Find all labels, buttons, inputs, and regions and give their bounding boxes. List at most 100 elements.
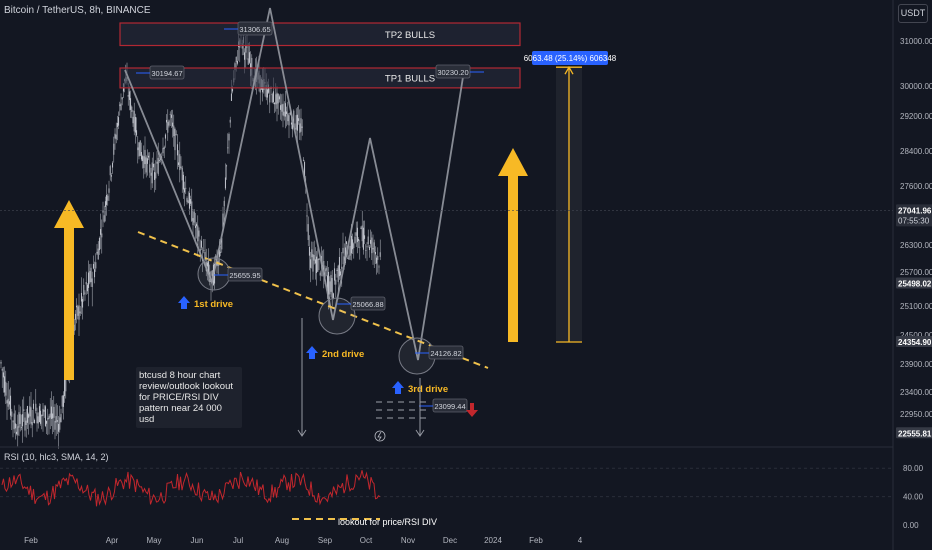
drop-arrowhead-2: [297, 429, 307, 437]
candle-body: [218, 250, 220, 257]
candle-body: [370, 239, 372, 244]
candle-body: [142, 156, 144, 161]
candle-body: [184, 188, 186, 193]
candle-body: [132, 116, 134, 124]
candle-body: [313, 254, 315, 261]
rsi-line: [1, 470, 381, 507]
candle-body: [161, 156, 163, 158]
candle-body: [131, 106, 133, 113]
price-badge: [896, 336, 932, 348]
candle-body: [149, 164, 151, 173]
rsi-indicator-label[interactable]: RSI (10, hlc3, SMA, 14, 2): [4, 452, 109, 462]
candle-body: [95, 262, 97, 269]
time-tick-label: Nov: [401, 536, 415, 545]
price-tick-label: 31000.00: [900, 37, 932, 46]
rsi-tick-label: 40.00: [903, 493, 924, 502]
price-label: 24126.82: [430, 349, 461, 358]
candle-body: [289, 112, 291, 115]
candle-body: [77, 306, 79, 316]
candle-body: [355, 232, 357, 236]
candle-body: [164, 134, 166, 139]
currency-button[interactable]: USDT: [898, 4, 928, 23]
candle-body: [174, 128, 176, 151]
candle-body: [275, 94, 277, 105]
candle-body: [373, 242, 375, 253]
candle-body: [353, 243, 355, 249]
candle-body: [52, 413, 54, 419]
candle-body: [319, 272, 321, 276]
candle-body: [121, 97, 123, 100]
candle-body: [325, 267, 327, 271]
candle-body: [317, 258, 319, 272]
candle-body: [108, 188, 110, 193]
candle-body: [283, 111, 285, 117]
candle-body: [228, 133, 230, 141]
candle-body: [40, 410, 42, 424]
candle-body: [152, 163, 154, 168]
candle-body: [365, 250, 367, 251]
candle-body: [144, 149, 146, 165]
candle-body: [374, 252, 376, 255]
candle-body: [54, 420, 56, 430]
candle-body: [151, 162, 153, 184]
price-label: 25655.95: [229, 271, 260, 280]
candle-body: [274, 102, 276, 105]
candle-body: [200, 240, 202, 248]
candle-body: [166, 119, 168, 123]
candle-body: [173, 125, 175, 136]
time-tick-label: Jul: [233, 536, 243, 545]
candle-body: [96, 251, 98, 254]
time-tick-label: Jun: [191, 536, 204, 545]
drive-up-icon: [306, 346, 318, 359]
candle-body: [24, 417, 26, 431]
candle-body: [127, 95, 129, 97]
time-tick-label: Aug: [275, 536, 289, 545]
candle-body: [244, 52, 246, 60]
candle-body: [295, 115, 297, 130]
target-zone: [119, 67, 521, 89]
candle-body: [14, 423, 16, 429]
price-badge: [896, 204, 932, 227]
price-label: 31306.65: [239, 25, 270, 34]
bullish-arrow-right: [498, 148, 528, 342]
candle-body: [6, 400, 8, 404]
candle-body: [329, 281, 331, 295]
time-axis: Feb Apr May Jun Jul Aug Sep Oct Nov Dec 2024 Feb 4: [24, 536, 583, 545]
candle-body: [26, 405, 28, 423]
candle-body: [198, 230, 200, 237]
candle-body: [196, 223, 198, 227]
candle-body: [331, 278, 333, 299]
symbol-title: Bitcoin / TetherUS, 8h, BINANCE: [4, 5, 151, 16]
candle-body: [19, 414, 21, 424]
price-badge-label: 22555.81: [898, 429, 932, 438]
candle-body: [281, 104, 283, 112]
candle-body: [158, 159, 160, 161]
candle-body: [278, 96, 280, 100]
target-zone-label: TP2 BULLS: [385, 30, 435, 41]
price-label: 30230.20: [437, 68, 468, 77]
candle-body: [352, 239, 354, 250]
candle-body: [304, 162, 306, 179]
candle-body: [191, 201, 193, 221]
candle-body: [208, 261, 210, 274]
candle-body: [204, 251, 206, 260]
candle-body: [139, 140, 141, 156]
candle-body: [203, 250, 205, 252]
candle-body: [37, 416, 39, 424]
candle-body: [116, 122, 118, 127]
candle-body: [347, 257, 349, 259]
candle-body: [188, 192, 190, 209]
candle-body: [334, 268, 336, 281]
candle-body: [185, 187, 187, 189]
candle-body: [106, 194, 108, 205]
candle-body: [62, 395, 64, 407]
candle-body: [316, 256, 318, 274]
candle-body: [190, 199, 192, 204]
drive-circle: [197, 257, 231, 291]
candle-body: [230, 93, 232, 101]
candle-body: [298, 118, 300, 121]
candle-body: [286, 111, 288, 114]
candle-body: [128, 91, 130, 100]
